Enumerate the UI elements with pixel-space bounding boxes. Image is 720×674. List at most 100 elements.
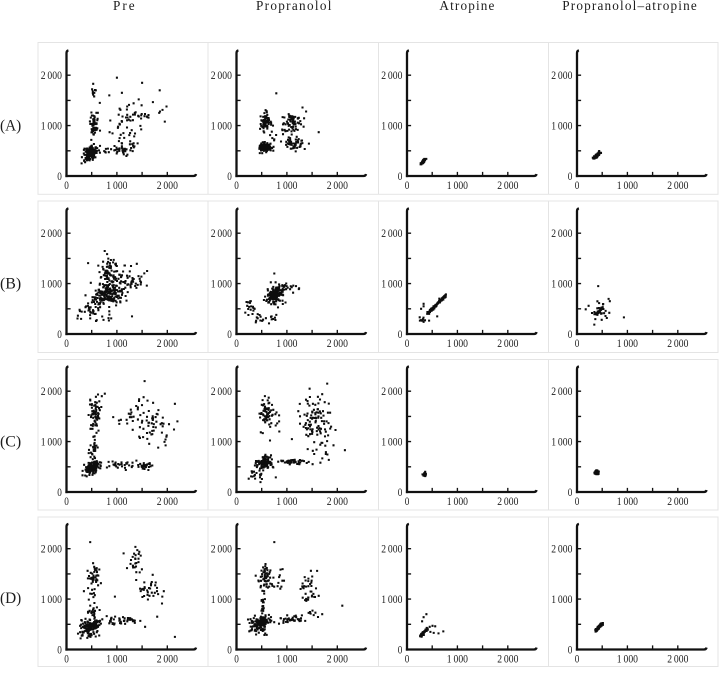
svg-text:1 000: 1 000 (106, 338, 127, 350)
svg-text:0: 0 (405, 496, 410, 508)
svg-text:2 000: 2 000 (667, 338, 688, 350)
svg-text:2 000: 2 000 (381, 70, 402, 82)
svg-text:0: 0 (57, 644, 62, 656)
svg-text:1 000: 1 000 (41, 594, 62, 606)
svg-text:0: 0 (234, 180, 239, 192)
svg-text:1 000: 1 000 (41, 279, 62, 291)
svg-text:2 000: 2 000 (157, 180, 178, 192)
svg-text:Pre: Pre (113, 0, 135, 13)
svg-text:1 000: 1 000 (551, 437, 572, 449)
svg-text:1 000: 1 000 (617, 180, 638, 192)
svg-text:1 000: 1 000 (276, 180, 297, 192)
svg-text:0: 0 (568, 644, 573, 656)
svg-text:0: 0 (568, 329, 573, 341)
svg-text:Propranolol: Propranolol (256, 0, 332, 13)
svg-text:2 000: 2 000 (157, 654, 178, 666)
svg-text:2 000: 2 000 (157, 496, 178, 508)
svg-text:0: 0 (234, 338, 239, 350)
svg-text:2 000: 2 000 (211, 228, 232, 240)
svg-text:2 000: 2 000 (327, 338, 348, 350)
svg-text:1 000: 1 000 (381, 121, 402, 133)
svg-text:2 000: 2 000 (41, 386, 62, 398)
svg-text:1 000: 1 000 (447, 338, 468, 350)
svg-text:0: 0 (227, 487, 232, 499)
svg-text:0: 0 (398, 329, 403, 341)
svg-text:2 000: 2 000 (551, 544, 572, 556)
svg-text:0: 0 (64, 338, 69, 350)
svg-text:1 000: 1 000 (211, 279, 232, 291)
svg-text:2 000: 2 000 (157, 338, 178, 350)
svg-text:2 000: 2 000 (327, 180, 348, 192)
svg-text:2 000: 2 000 (327, 496, 348, 508)
svg-text:1 000: 1 000 (617, 496, 638, 508)
svg-text:0: 0 (57, 329, 62, 341)
svg-text:0: 0 (227, 171, 232, 183)
svg-text:(C): (C) (0, 433, 21, 450)
svg-text:1 000: 1 000 (447, 496, 468, 508)
svg-text:Atropine: Atropine (439, 0, 494, 13)
svg-text:0: 0 (398, 487, 403, 499)
svg-text:2 000: 2 000 (41, 228, 62, 240)
svg-text:1 000: 1 000 (41, 437, 62, 449)
svg-text:0: 0 (405, 338, 410, 350)
svg-text:1 000: 1 000 (551, 121, 572, 133)
svg-text:2 000: 2 000 (211, 70, 232, 82)
svg-text:1 000: 1 000 (106, 496, 127, 508)
svg-text:1 000: 1 000 (106, 180, 127, 192)
svg-text:1 000: 1 000 (211, 121, 232, 133)
svg-text:0: 0 (398, 171, 403, 183)
svg-text:2 000: 2 000 (381, 228, 402, 240)
svg-text:1 000: 1 000 (381, 594, 402, 606)
svg-text:1 000: 1 000 (211, 437, 232, 449)
svg-text:1 000: 1 000 (41, 121, 62, 133)
svg-text:(A): (A) (0, 118, 21, 135)
svg-text:0: 0 (234, 496, 239, 508)
svg-text:0: 0 (64, 180, 69, 192)
svg-text:0: 0 (227, 329, 232, 341)
svg-text:2 000: 2 000 (381, 544, 402, 556)
svg-text:2 000: 2 000 (327, 654, 348, 666)
svg-text:0: 0 (227, 644, 232, 656)
svg-text:0: 0 (64, 496, 69, 508)
svg-text:0: 0 (64, 654, 69, 666)
svg-text:0: 0 (575, 180, 580, 192)
svg-text:0: 0 (234, 654, 239, 666)
svg-text:Propranolol–atropine: Propranolol–atropine (562, 0, 697, 13)
svg-text:0: 0 (57, 487, 62, 499)
svg-text:1 000: 1 000 (551, 279, 572, 291)
svg-text:2 000: 2 000 (667, 654, 688, 666)
svg-text:1 000: 1 000 (381, 437, 402, 449)
svg-text:2 000: 2 000 (211, 386, 232, 398)
svg-text:0: 0 (575, 496, 580, 508)
svg-text:0: 0 (575, 654, 580, 666)
svg-text:2 000: 2 000 (551, 228, 572, 240)
svg-text:2 000: 2 000 (497, 654, 518, 666)
svg-text:1 000: 1 000 (276, 654, 297, 666)
svg-text:0: 0 (398, 644, 403, 656)
svg-text:0: 0 (568, 487, 573, 499)
svg-text:1 000: 1 000 (106, 654, 127, 666)
svg-text:2 000: 2 000 (667, 496, 688, 508)
svg-text:0: 0 (57, 171, 62, 183)
svg-text:2 000: 2 000 (381, 386, 402, 398)
svg-text:1 000: 1 000 (276, 496, 297, 508)
svg-text:1 000: 1 000 (447, 654, 468, 666)
svg-text:2 000: 2 000 (41, 544, 62, 556)
svg-text:(D): (D) (0, 590, 21, 607)
svg-text:0: 0 (575, 338, 580, 350)
svg-text:1 000: 1 000 (551, 594, 572, 606)
svg-text:2 000: 2 000 (551, 386, 572, 398)
svg-text:2 000: 2 000 (497, 180, 518, 192)
svg-text:2 000: 2 000 (497, 338, 518, 350)
svg-text:0: 0 (405, 654, 410, 666)
svg-text:1 000: 1 000 (381, 279, 402, 291)
svg-text:1 000: 1 000 (276, 338, 297, 350)
svg-text:2 000: 2 000 (551, 70, 572, 82)
svg-text:(B): (B) (0, 275, 21, 292)
svg-text:2 000: 2 000 (667, 180, 688, 192)
svg-text:2 000: 2 000 (497, 496, 518, 508)
svg-text:2 000: 2 000 (211, 544, 232, 556)
svg-text:1 000: 1 000 (211, 594, 232, 606)
svg-text:0: 0 (568, 171, 573, 183)
svg-text:1 000: 1 000 (447, 180, 468, 192)
